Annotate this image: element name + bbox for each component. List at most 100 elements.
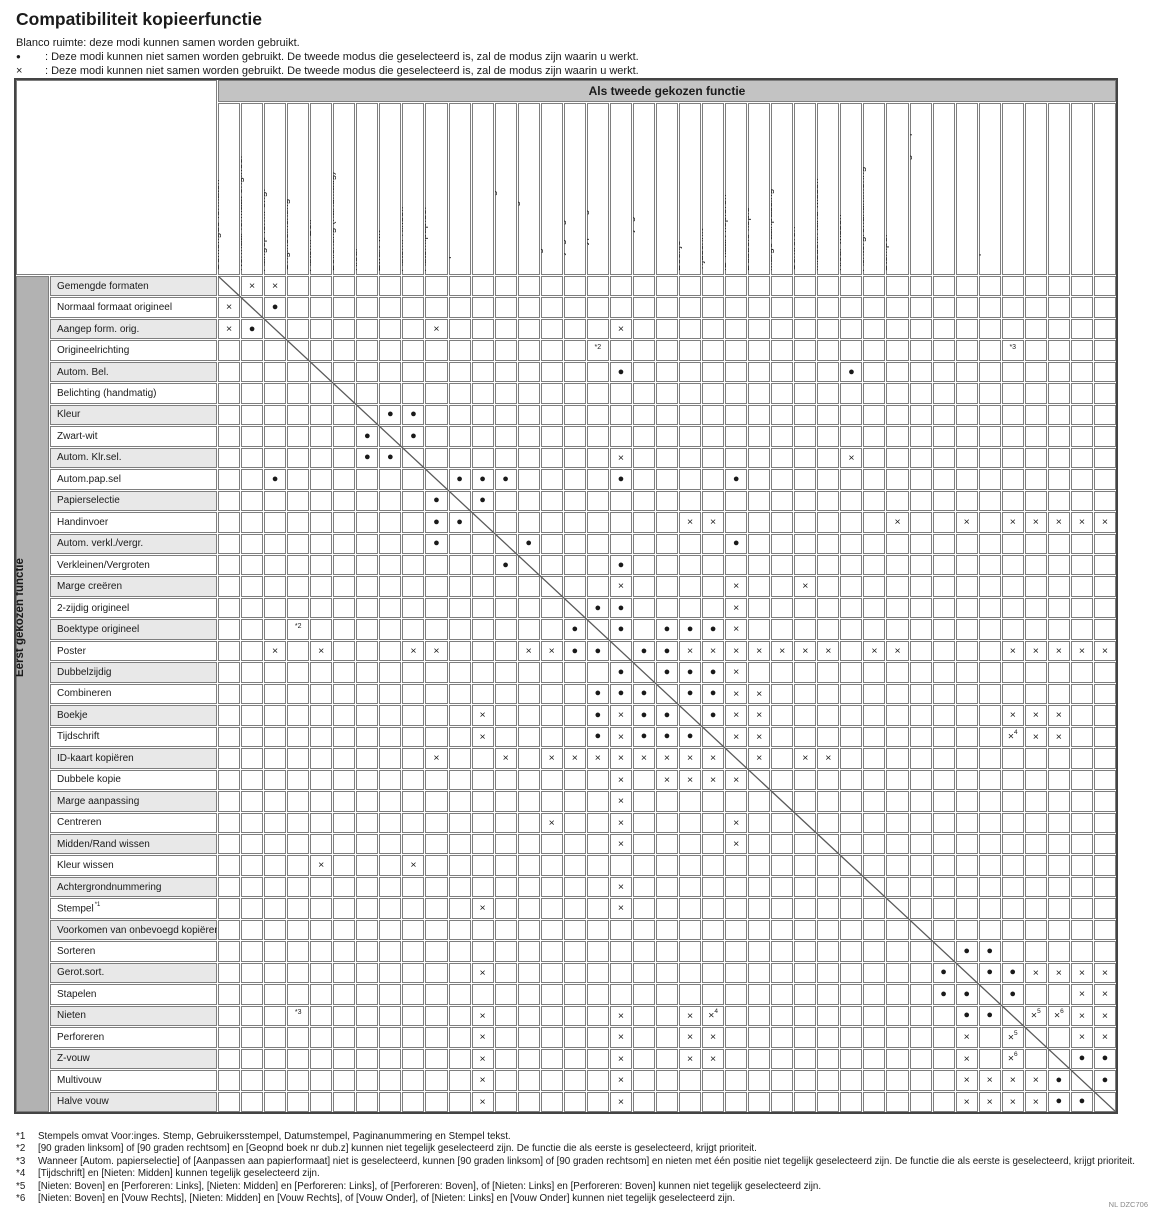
matrix-cell (241, 512, 264, 533)
matrix-cell (1024, 383, 1047, 404)
row-label-text: Stempel*1 (57, 901, 101, 915)
matrix-cell (425, 1005, 448, 1027)
column-header-label: Gerot.sort. (955, 223, 960, 271)
matrix-cell (402, 469, 425, 490)
matrix-cell: × (725, 769, 748, 791)
matrix-cell (817, 512, 840, 533)
matrix-cell (702, 490, 725, 512)
matrix-cell (264, 855, 287, 876)
matrix-cell (863, 426, 886, 447)
matrix-cell (494, 1070, 517, 1091)
matrix-cell (586, 1070, 609, 1091)
matrix-cell (333, 554, 356, 576)
dot-mark: ● (479, 472, 486, 485)
dot-mark: ● (709, 623, 717, 636)
x-mark: × (663, 773, 671, 786)
matrix-cell (817, 383, 840, 404)
matrix-cell (655, 833, 679, 855)
matrix-cell (978, 597, 1001, 619)
matrix-cell (563, 769, 586, 791)
matrix-cell (886, 404, 909, 426)
matrix-cell (310, 898, 333, 919)
x-mark: × (1055, 966, 1062, 979)
matrix-cell (471, 791, 494, 812)
matrix-cell (563, 1005, 586, 1027)
matrix-cell (840, 705, 863, 726)
column-header: Gemengde formaten (218, 103, 241, 275)
matrix-cell (1001, 1005, 1024, 1027)
matrix-cell (310, 705, 333, 726)
matrix-cell (264, 812, 287, 833)
footnote-text: [Nieten: Boven] en [Vouw Rechts], [Niete… (38, 1193, 736, 1205)
matrix-cell (655, 855, 679, 876)
x-mark: × (433, 752, 440, 765)
matrix-cell (863, 533, 886, 554)
matrix-cell (517, 855, 540, 876)
matrix-cell (287, 726, 310, 748)
matrix-cell: × (425, 640, 448, 662)
x-mark: × (617, 880, 624, 893)
matrix-cell (540, 791, 563, 812)
matrix-cell (448, 984, 471, 1005)
matrix-cell (494, 576, 517, 597)
matrix-cell (563, 812, 586, 833)
matrix-cell (1070, 898, 1093, 919)
matrix-cell (563, 683, 586, 705)
matrix-cell (655, 383, 679, 404)
matrix-cell (540, 662, 563, 683)
matrix-cell (886, 876, 909, 898)
x-legend-symbol: × (16, 65, 23, 77)
column-header-label: Tijdschrift (702, 228, 706, 271)
matrix-cell (1047, 318, 1070, 340)
matrix-cell: × (679, 1027, 702, 1048)
x-mark: × (617, 902, 624, 915)
matrix-cell (494, 791, 517, 812)
matrix-cell (655, 791, 679, 812)
matrix-cell (1024, 855, 1047, 876)
dot-mark: ● (986, 1009, 994, 1022)
matrix-cell (725, 791, 748, 812)
matrix-cell (978, 791, 1001, 812)
matrix-cell: × (1024, 705, 1047, 726)
column-header: Perforeren (1024, 103, 1047, 275)
matrix-cell (909, 855, 932, 876)
matrix-cell (702, 447, 725, 469)
x-mark: × (756, 730, 763, 743)
matrix-cell (863, 469, 886, 490)
matrix-cell (771, 726, 794, 748)
row-label-text: Autom. verkl./vergr. (57, 538, 144, 550)
matrix-cell (771, 404, 794, 426)
matrix-cell (978, 705, 1001, 726)
matrix-cell (932, 469, 955, 490)
matrix-cell (1024, 662, 1047, 683)
matrix-cell (218, 426, 241, 447)
matrix-cell (586, 1048, 609, 1070)
matrix-cell (379, 962, 402, 984)
matrix-cell (748, 512, 771, 533)
matrix-cell (563, 876, 586, 898)
row-label-text: Kleur wissen (57, 860, 114, 872)
row-label: Sorteren (50, 941, 217, 962)
x-mark: × (686, 644, 694, 657)
column-header-label: Midden/Rand wissen (817, 178, 821, 271)
row-label-text: Midden/Rand wissen (57, 838, 150, 850)
matrix-cell (333, 1048, 356, 1070)
matrix-cell (909, 962, 932, 984)
matrix-cell (448, 340, 471, 361)
row-label: Verkleinen/Vergroten (50, 554, 217, 576)
matrix-cell (748, 383, 771, 404)
matrix-cell (1093, 769, 1116, 791)
column-header-label: Papierselectie (448, 208, 453, 271)
row-label: Zwart-wit (50, 426, 217, 447)
column-header-label: Nieten (1001, 242, 1006, 271)
row-label-text: Marge creëren (57, 581, 123, 593)
matrix-cell (771, 1027, 794, 1048)
matrix-cell: ● (955, 1005, 978, 1027)
row-label-text: Gemengde formaten (57, 280, 149, 292)
x-mark: × (1101, 644, 1109, 657)
matrix-cell (702, 340, 725, 361)
matrix-cell: ● (932, 962, 955, 984)
matrix-cell (310, 597, 333, 619)
matrix-cell: × (725, 619, 748, 640)
matrix-cell (218, 361, 241, 383)
